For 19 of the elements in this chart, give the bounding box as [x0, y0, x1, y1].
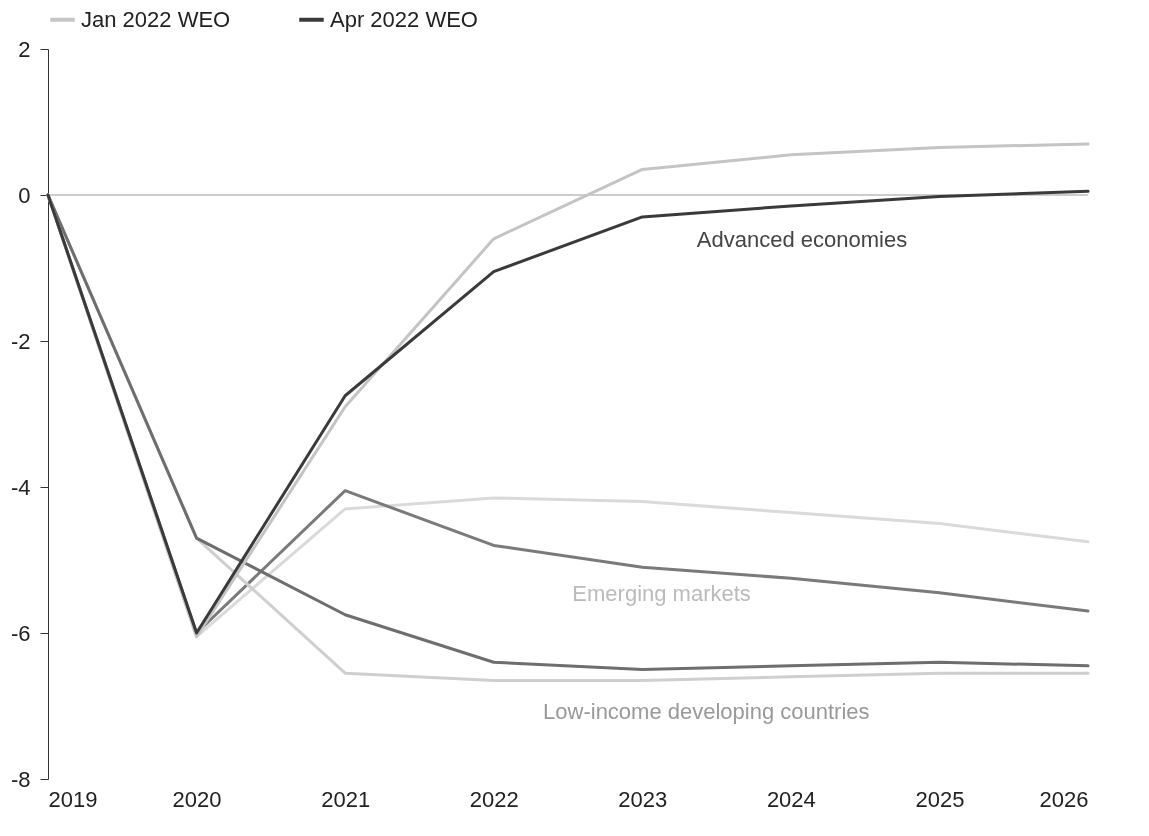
- x-tick-label: 2019: [48, 786, 98, 812]
- y-tick-label: -8: [10, 766, 31, 792]
- x-tick-label: 2021: [321, 786, 371, 812]
- annotation: Low-income developing countries: [543, 698, 870, 724]
- annotation: Emerging markets: [572, 581, 751, 607]
- y-tick-label: 2: [18, 36, 31, 62]
- legend-label: Apr 2022 WEO: [330, 6, 478, 32]
- x-tick-label: 2022: [469, 786, 519, 812]
- x-tick-label: 2020: [172, 786, 222, 812]
- annotation: Advanced economies: [696, 227, 908, 253]
- x-tick-label: 2023: [618, 786, 668, 812]
- y-tick-label: 0: [18, 182, 31, 208]
- x-tick-label: 2024: [766, 786, 816, 812]
- x-tick-label: 2025: [915, 786, 965, 812]
- y-tick-label: -4: [10, 474, 31, 500]
- y-tick-label: -2: [10, 328, 31, 354]
- x-tick-label: 2026: [1039, 786, 1089, 812]
- y-tick-label: -6: [10, 620, 31, 646]
- legend-label: Jan 2022 WEO: [81, 6, 231, 32]
